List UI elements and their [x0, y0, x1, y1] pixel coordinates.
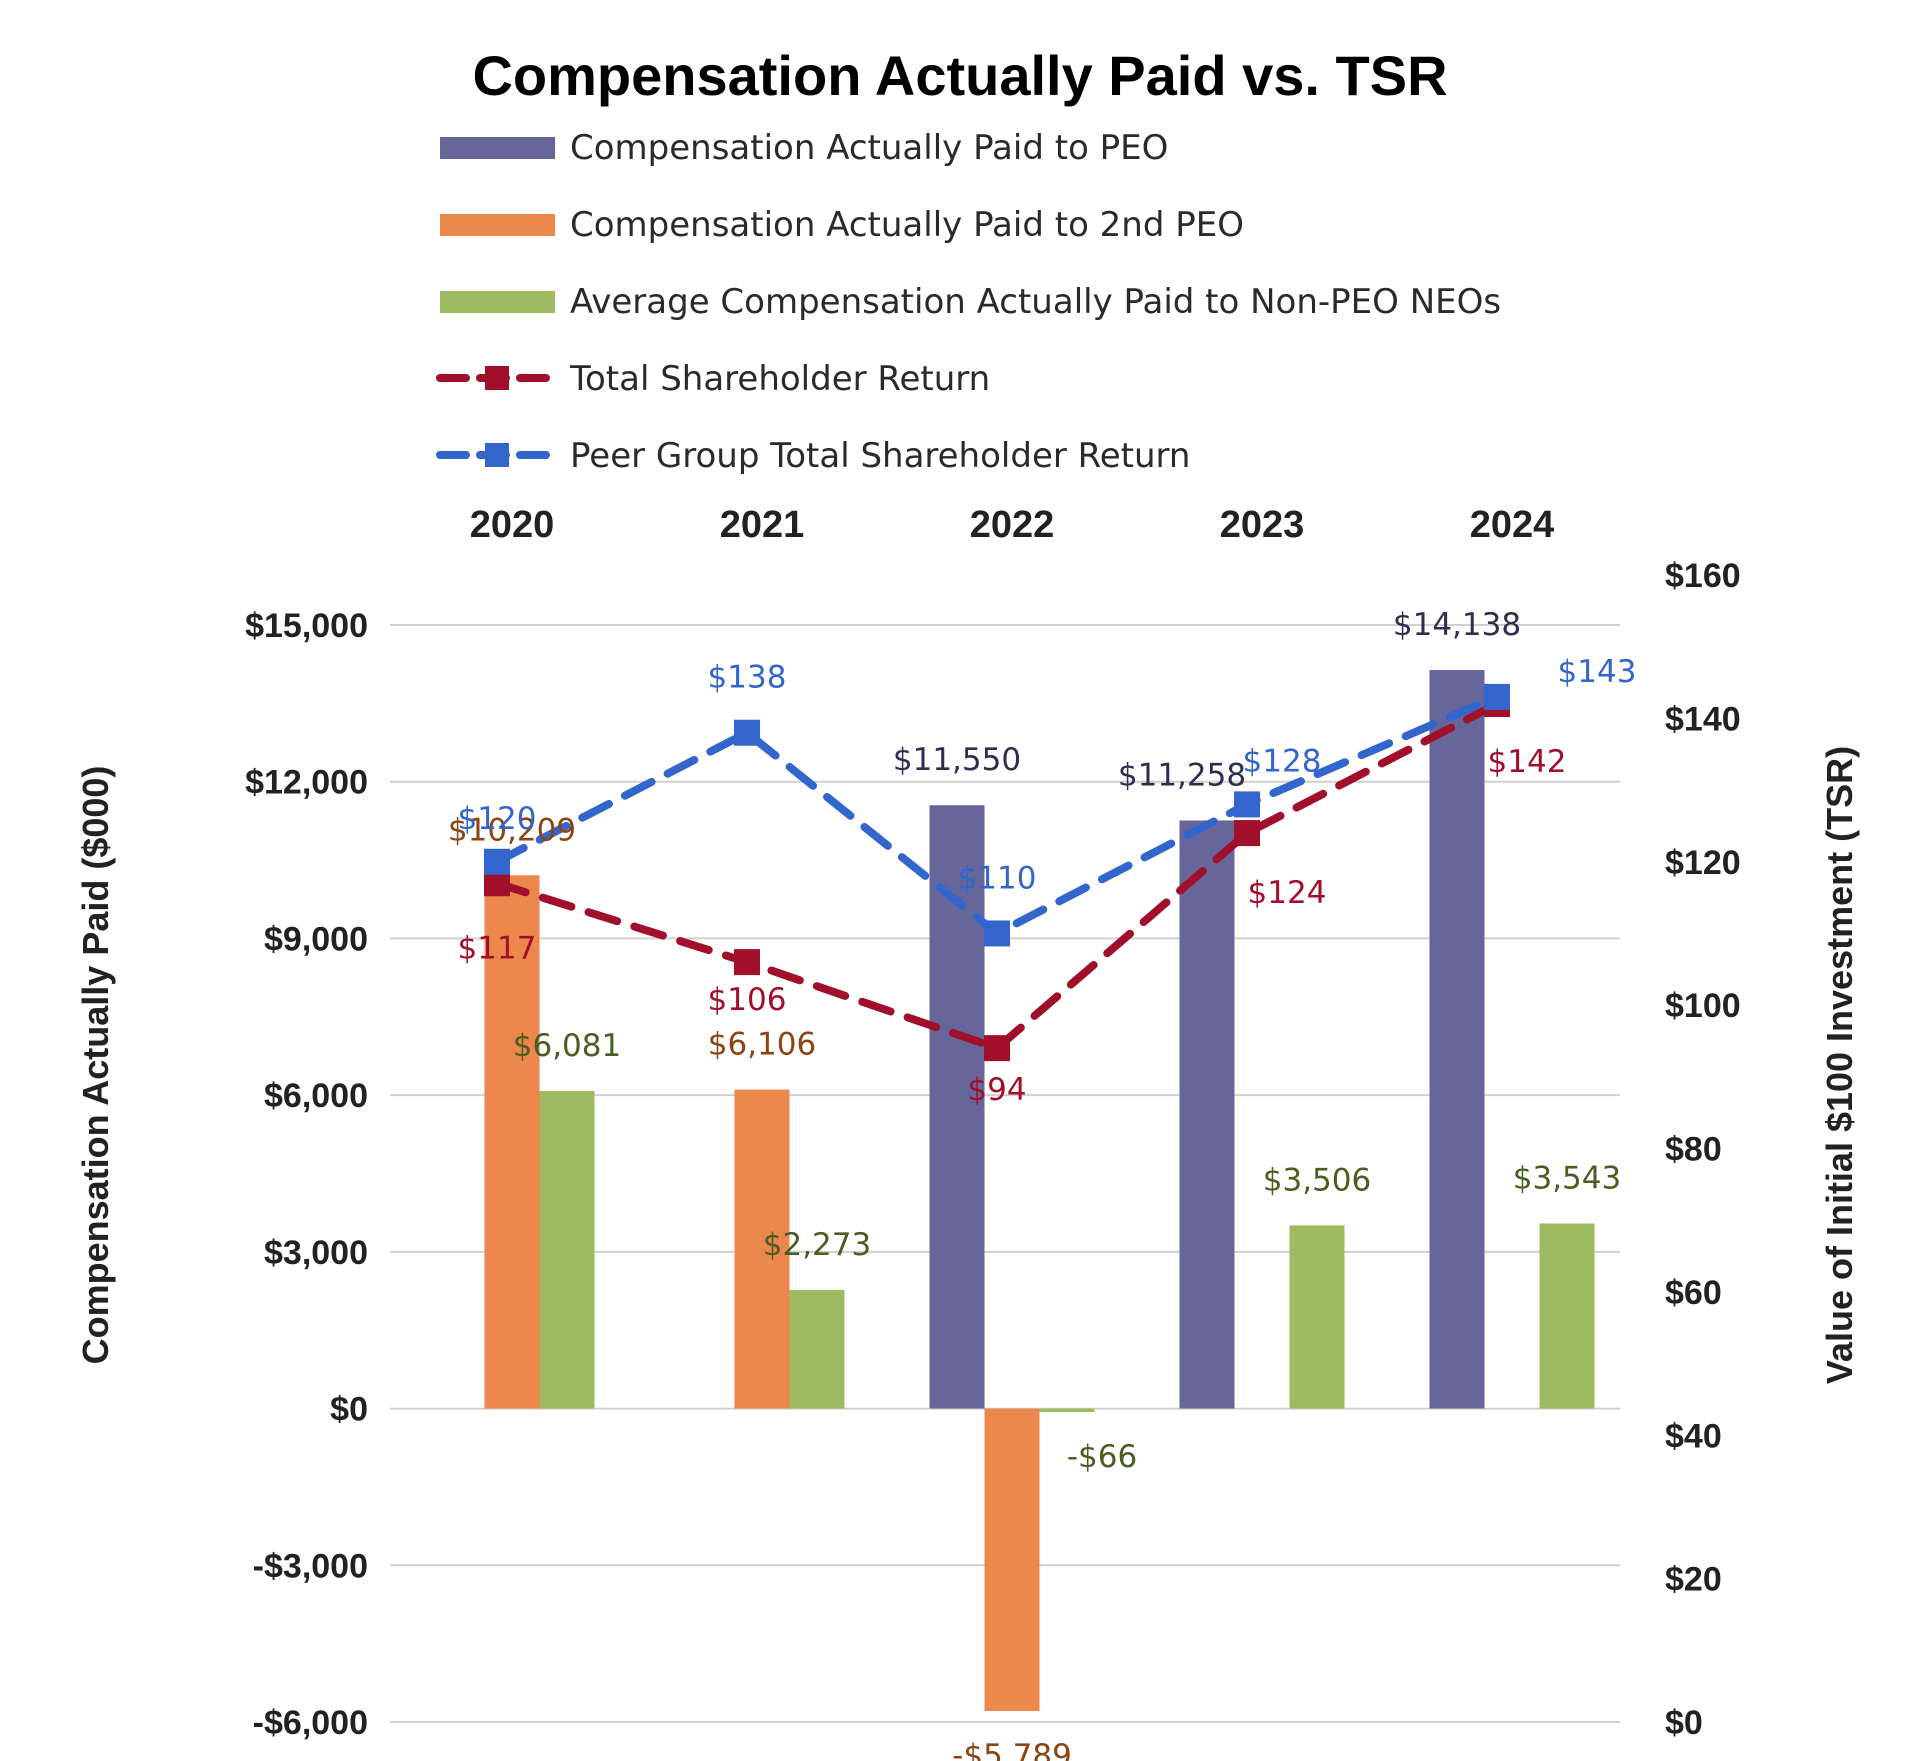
bar-compensation-actually-paid-to-2nd-peo-2021 [734, 1089, 790, 1409]
bars [484, 670, 1595, 1711]
legend-swatch-average-compensation-actually-paid-to-non-peo-neos [440, 291, 555, 313]
year-labels: 2020 2021 2022 2023 2024 [470, 504, 1555, 546]
data-label-peer-group-total-shareholder-return-2023: $128 [1243, 743, 1322, 779]
legend: Compensation Actually Paid to PEO Compens… [436, 128, 1501, 476]
legend-marker-total-shareholder-return [485, 366, 509, 390]
right-tick-label: $100 [1665, 987, 1741, 1025]
left-tick-label: $3,000 [264, 1234, 368, 1272]
right-tick-label: $0 [1665, 1704, 1703, 1742]
left-tick-label: $15,000 [245, 607, 368, 645]
bar-average-compensation-actually-paid-to-non-peo-neos-2022 [1039, 1408, 1095, 1413]
year-label-2022: 2022 [970, 504, 1055, 546]
data-label-total-shareholder-return-2020: $117 [458, 930, 537, 966]
legend-label-average-compensation-actually-paid-to-non-peo-neos: Average Compensation Actually Paid to No… [570, 282, 1501, 322]
marker-total-shareholder-return-2023 [1234, 820, 1260, 847]
data-label-total-shareholder-return-2023: $124 [1248, 875, 1327, 911]
data-labels: $11,550 $11,258 $14,138 $10,209 $6,106 -$5,78… [448, 607, 1637, 1761]
bar-compensation-actually-paid-to-2nd-peo-2020 [484, 875, 540, 1409]
legend-swatch-compensation-actually-paid-to-peo [440, 137, 555, 159]
marker-total-shareholder-return-2022 [984, 1035, 1010, 1062]
right-tick-label: $20 [1665, 1561, 1722, 1599]
bar-compensation-actually-paid-to-peo-2023 [1179, 820, 1235, 1409]
data-label-compensation-actually-paid-to-peo-2023: $11,258 [1118, 757, 1246, 793]
data-label-peer-group-total-shareholder-return-2022: $110 [958, 860, 1037, 896]
data-label-peer-group-total-shareholder-return-2024: $143 [1558, 654, 1637, 690]
marker-peer-group-total-shareholder-return-2022 [984, 920, 1010, 947]
data-label-peer-group-total-shareholder-return-2020: $120 [458, 801, 537, 837]
data-label-compensation-actually-paid-to-peo-2024: $14,138 [1393, 607, 1521, 643]
data-label-total-shareholder-return-2021: $106 [708, 982, 787, 1018]
right-tick-label: $60 [1665, 1274, 1722, 1312]
bar-average-compensation-actually-paid-to-non-peo-neos-2024 [1539, 1223, 1595, 1409]
marker-total-shareholder-return-2021 [734, 949, 760, 976]
left-tick-label: -$3,000 [253, 1547, 368, 1585]
marker-peer-group-total-shareholder-return-2021 [734, 719, 760, 746]
data-label-compensation-actually-paid-to-peo-2022: $11,550 [893, 742, 1021, 778]
right-tick-label: $80 [1665, 1131, 1722, 1169]
bar-average-compensation-actually-paid-to-non-peo-neos-2020 [539, 1090, 595, 1409]
data-label-compensation-actually-paid-to-2nd-peo-2022: -$5,789 [952, 1738, 1072, 1761]
bar-average-compensation-actually-paid-to-non-peo-neos-2021 [789, 1289, 845, 1409]
left-tick-label: $12,000 [245, 764, 368, 802]
left-tick-label: $6,000 [264, 1077, 368, 1115]
right-axis-title: Value of Initial $100 Investment (TSR) [1819, 746, 1860, 1384]
marker-peer-group-total-shareholder-return-2020 [484, 848, 510, 875]
data-label-total-shareholder-return-2024: $142 [1488, 744, 1567, 780]
data-label-peer-group-total-shareholder-return-2021: $138 [708, 660, 787, 696]
legend-swatch-compensation-actually-paid-to-2nd-peo [440, 214, 555, 236]
data-label-total-shareholder-return-2022: $94 [967, 1072, 1026, 1108]
marker-peer-group-total-shareholder-return-2023 [1234, 791, 1260, 818]
marker-peer-group-total-shareholder-return-2024 [1484, 683, 1510, 710]
chart-title: Compensation Actually Paid vs. TSR [472, 44, 1447, 107]
right-tick-label: $40 [1665, 1417, 1722, 1455]
year-label-2020: 2020 [470, 504, 555, 546]
left-tick-label: -$6,000 [253, 1704, 368, 1742]
right-tick-label: $140 [1665, 700, 1741, 738]
data-label-average-compensation-actually-paid-to-non-peo-neos-2020: $6,081 [513, 1028, 621, 1064]
data-label-average-compensation-actually-paid-to-non-peo-neos-2022: -$66 [1067, 1439, 1137, 1475]
left-tick-label: $9,000 [264, 920, 368, 958]
data-label-average-compensation-actually-paid-to-non-peo-neos-2021: $2,273 [763, 1227, 871, 1263]
bar-compensation-actually-paid-to-2nd-peo-2022 [984, 1408, 1040, 1711]
legend-label-total-shareholder-return: Total Shareholder Return [569, 359, 990, 399]
legend-label-peer-group-total-shareholder-return: Peer Group Total Shareholder Return [570, 436, 1190, 476]
year-label-2021: 2021 [720, 504, 805, 546]
left-tick-label: $0 [330, 1391, 368, 1429]
data-label-compensation-actually-paid-to-2nd-peo-2020: $10,209 [448, 812, 576, 848]
year-label-2024: 2024 [1470, 504, 1555, 546]
data-label-average-compensation-actually-paid-to-non-peo-neos-2024: $3,543 [1513, 1160, 1621, 1196]
left-axis-title: Compensation Actually Paid ($000) [75, 766, 116, 1365]
data-label-compensation-actually-paid-to-2nd-peo-2021: $6,106 [708, 1027, 816, 1063]
bar-compensation-actually-paid-to-peo-2024 [1429, 670, 1485, 1409]
lines [484, 683, 1510, 1062]
data-label-average-compensation-actually-paid-to-non-peo-neos-2023: $3,506 [1263, 1162, 1371, 1198]
right-tick-label: $120 [1665, 844, 1741, 882]
legend-label-compensation-actually-paid-to-peo: Compensation Actually Paid to PEO [570, 128, 1168, 168]
right-tick-label: $160 [1665, 557, 1741, 595]
year-label-2023: 2023 [1220, 504, 1305, 546]
legend-marker-peer-group-total-shareholder-return [485, 443, 509, 467]
bar-average-compensation-actually-paid-to-non-peo-neos-2023 [1289, 1225, 1345, 1409]
legend-label-compensation-actually-paid-to-2nd-peo: Compensation Actually Paid to 2nd PEO [570, 205, 1244, 245]
left-axis-ticks: $15,000 $12,000 $9,000 $6,000 $3,000 $0 -$3,00… [245, 607, 368, 1742]
right-axis-ticks: $160 $140 $120 $100 $80 $60 $40 $20 $0 [1665, 557, 1741, 1742]
line-peer-group-total-shareholder-return [493, 692, 1501, 939]
